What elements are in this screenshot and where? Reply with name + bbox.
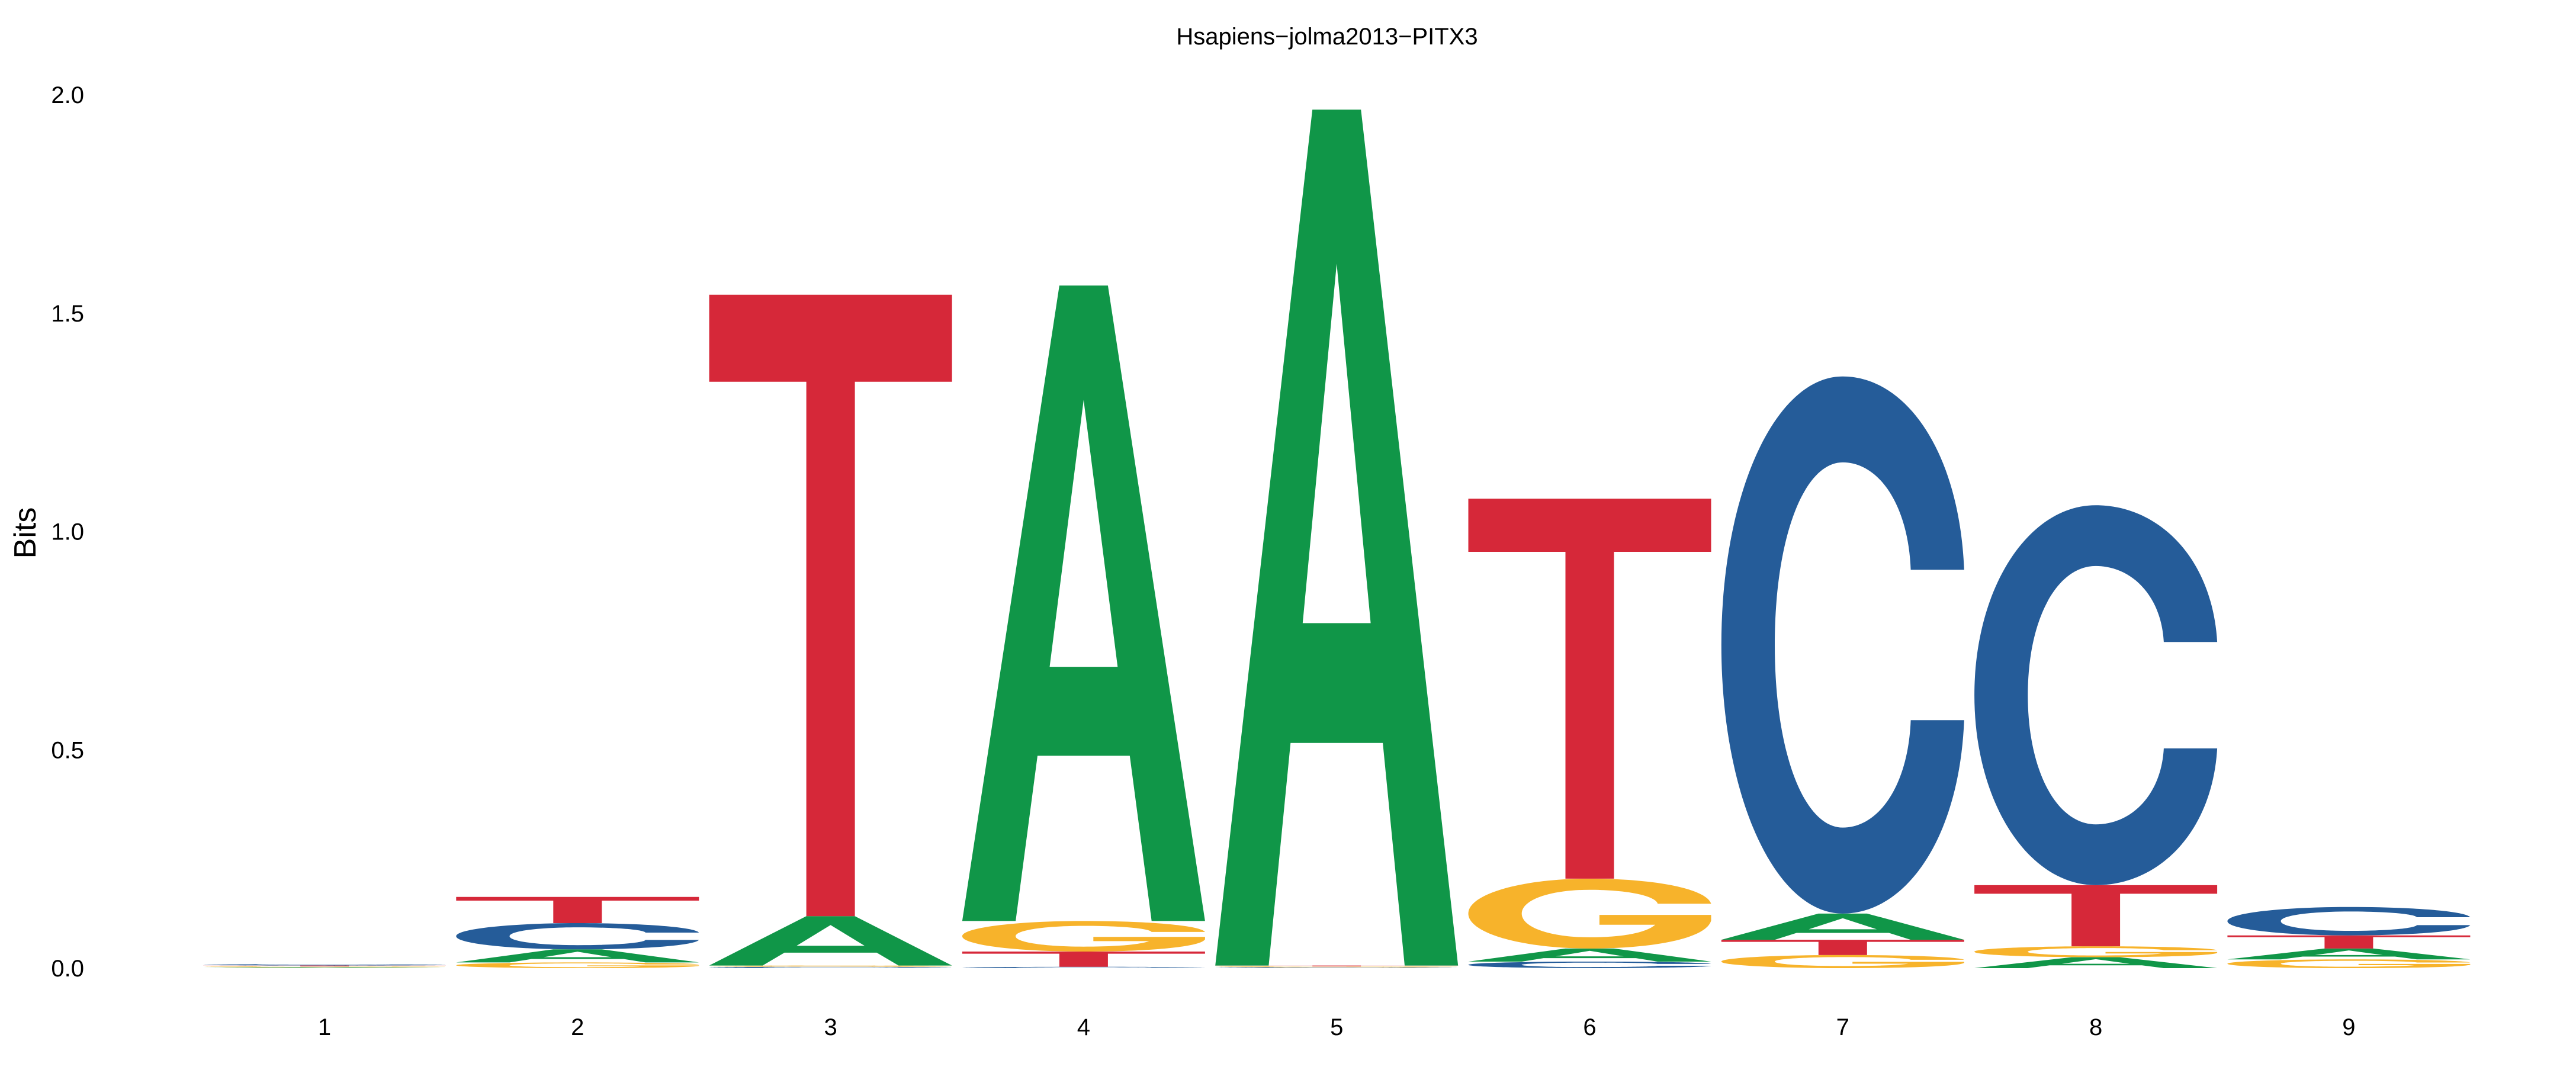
y-tick-label: 1.5 <box>51 301 84 327</box>
letter-c-glyph <box>709 966 952 968</box>
letter-g-glyph <box>1974 946 2218 957</box>
y-axis-label: Bits <box>8 507 43 559</box>
x-tick-label: 3 <box>824 1014 837 1040</box>
letter-t-glyph <box>962 951 1205 967</box>
letter-g-glyph <box>1468 878 1711 949</box>
letter-c-glyph <box>1974 505 2218 885</box>
letter-a-glyph <box>456 949 699 963</box>
x-tick-label: 6 <box>1583 1014 1596 1040</box>
letter-c-glyph <box>456 923 699 950</box>
letter-t-glyph <box>1468 499 1711 879</box>
letter-g-glyph <box>203 966 446 968</box>
letter-t-glyph <box>1721 940 1964 955</box>
letter-a-glyph <box>962 285 1205 921</box>
letter-a-glyph <box>1974 957 2218 968</box>
letter-a-glyph <box>709 916 952 966</box>
y-tick-label: 0.0 <box>51 956 84 982</box>
y-tick-label: 2.0 <box>51 82 84 108</box>
letter-a-glyph <box>2227 948 2471 960</box>
y-tick-label: 1.0 <box>51 519 84 545</box>
x-tick-label: 7 <box>1836 1014 1849 1040</box>
x-tick-label: 8 <box>2089 1014 2102 1040</box>
letter-g-glyph <box>962 921 1205 952</box>
letter-g-glyph <box>2227 959 2471 968</box>
letter-c-glyph <box>962 966 1205 968</box>
letter-a-glyph <box>1215 110 1459 966</box>
chart-title: Hsapiens−jolma2013−PITX3 <box>1176 24 1477 50</box>
x-tick-label: 5 <box>1330 1014 1343 1040</box>
x-tick-label: 2 <box>571 1014 584 1040</box>
x-tick-label: 4 <box>1077 1014 1090 1040</box>
letter-c-glyph <box>1721 376 1964 914</box>
x-tick-label: 1 <box>318 1014 331 1040</box>
letter-a-glyph <box>1721 913 1964 940</box>
letter-g-glyph <box>456 962 699 968</box>
letter-c-glyph <box>203 964 446 966</box>
letter-t-glyph <box>1974 885 2218 947</box>
x-axis-ticks: 1 2 3 4 5 6 7 8 9 <box>318 1014 2356 1040</box>
letter-a-glyph <box>1468 948 1711 962</box>
x-tick-label: 9 <box>2342 1014 2355 1040</box>
letter-g-glyph <box>1215 966 1459 968</box>
letter-g-glyph <box>709 965 952 967</box>
letter-t-glyph <box>2227 935 2471 949</box>
y-axis-ticks: 0.0 0.5 1.0 1.5 2.0 <box>51 82 84 982</box>
letter-c-glyph <box>1468 961 1711 968</box>
letter-t-glyph <box>709 294 952 917</box>
letter-t-glyph <box>456 896 699 924</box>
letter-c-glyph <box>2227 907 2471 936</box>
letter-g-glyph <box>1721 955 1964 968</box>
logo-glyphs <box>203 110 2471 968</box>
y-tick-label: 0.5 <box>51 737 84 763</box>
